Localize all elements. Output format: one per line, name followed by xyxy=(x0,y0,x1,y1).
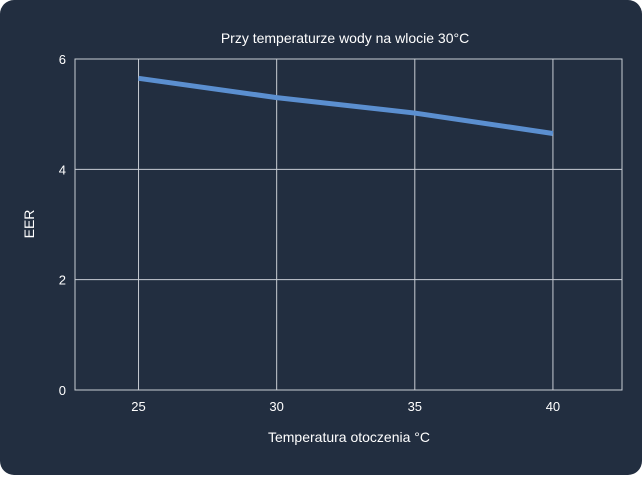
y-tick-label: 2 xyxy=(59,273,66,288)
y-tick-label: 6 xyxy=(59,52,66,67)
y-tick-labels: 0 2 4 6 xyxy=(59,52,66,398)
x-tick-labels: 25 30 35 40 xyxy=(131,399,560,414)
grid-lines xyxy=(75,59,622,390)
chart-title: Przy temperaturze wody na wlocie 30°C xyxy=(221,30,469,46)
x-axis-label: Temperatura otoczenia °C xyxy=(268,429,430,445)
x-tick-label: 25 xyxy=(131,399,145,414)
plot-frame xyxy=(75,59,622,390)
y-tick-label: 4 xyxy=(59,162,66,177)
x-tick-label: 30 xyxy=(269,399,283,414)
x-tick-label: 40 xyxy=(546,399,560,414)
series-group xyxy=(138,78,553,133)
y-axis-label: EER xyxy=(21,210,37,239)
series-line xyxy=(139,78,553,133)
x-tick-label: 35 xyxy=(408,399,422,414)
y-tick-label: 0 xyxy=(59,383,66,398)
